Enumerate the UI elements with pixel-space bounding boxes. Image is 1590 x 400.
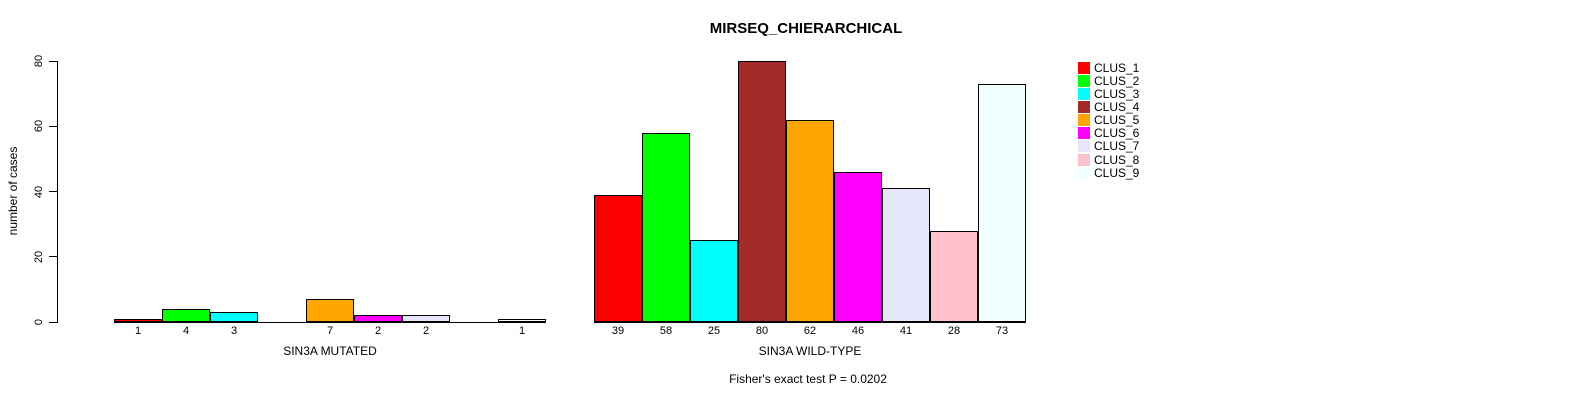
legend-item: CLUS_5	[1078, 114, 1139, 127]
legend-label: CLUS_9	[1094, 165, 1140, 180]
group-label: SIN3A MUTATED	[283, 344, 377, 358]
legend-label: CLUS_1	[1094, 60, 1140, 75]
legend-label: CLUS_8	[1094, 152, 1140, 167]
bar	[642, 133, 690, 322]
y-tick-mark	[49, 125, 57, 127]
bar-value-label: 41	[899, 325, 913, 337]
bar-value-label: 73	[995, 325, 1009, 337]
bar	[834, 172, 882, 322]
y-tick-label: 0	[33, 318, 45, 326]
bar-value-label: 1	[134, 325, 142, 337]
group-baseline	[114, 322, 546, 323]
legend-item: CLUS_2	[1078, 74, 1139, 87]
legend-label: CLUS_7	[1094, 139, 1140, 154]
y-tick-mark	[49, 60, 57, 62]
legend-label: CLUS_4	[1094, 99, 1140, 114]
legend-item: CLUS_3	[1078, 87, 1139, 100]
legend-label: CLUS_5	[1094, 113, 1140, 128]
legend-swatch	[1078, 166, 1090, 179]
legend-swatch	[1078, 74, 1090, 87]
bar-value-label: 28	[947, 325, 961, 337]
y-tick-label: 40	[33, 185, 45, 198]
legend: CLUS_1 CLUS_2 CLUS_3 CLUS_4 CLUS_5 CLUS_6 CLUS…	[1078, 61, 1139, 179]
group-label: SIN3A WILD-TYPE	[758, 344, 862, 358]
legend-label: CLUS_2	[1094, 73, 1140, 88]
bar	[114, 319, 162, 322]
y-tick-label: 60	[33, 120, 45, 133]
bar-value-label: 2	[374, 325, 382, 337]
legend-swatch	[1078, 127, 1090, 140]
legend-item: CLUS_7	[1078, 140, 1139, 153]
group-baseline	[594, 322, 1026, 323]
y-axis-line	[57, 61, 58, 323]
legend-item: CLUS_6	[1078, 127, 1139, 140]
legend-swatch	[1078, 153, 1090, 166]
legend-item: CLUS_1	[1078, 61, 1139, 74]
legend-swatch	[1078, 100, 1090, 113]
bar	[930, 231, 978, 322]
y-tick-mark	[49, 191, 57, 192]
bar-value-label: 46	[851, 325, 865, 337]
bar	[306, 299, 354, 322]
bar	[978, 84, 1026, 322]
legend-swatch	[1078, 61, 1090, 74]
bar-value-label: 4	[182, 325, 190, 337]
y-tick-label: 20	[33, 250, 45, 263]
legend-item: CLUS_9	[1078, 166, 1139, 179]
y-tick-label: 80	[33, 54, 45, 68]
bar-value-label: 7	[326, 325, 334, 337]
bar	[738, 61, 786, 322]
annotation-text: Fisher's exact test P = 0.0202	[729, 372, 887, 386]
bar-value-label: 58	[659, 325, 673, 337]
legend-swatch	[1078, 114, 1090, 127]
legend-swatch	[1078, 140, 1090, 153]
bar	[162, 309, 210, 322]
legend-label: CLUS_6	[1094, 126, 1140, 141]
bar	[786, 120, 834, 322]
y-axis-title: number of cases	[6, 146, 20, 236]
legend-swatch	[1078, 87, 1090, 100]
y-tick-mark	[49, 321, 57, 323]
chart-title: MIRSEQ_CHIERARCHICAL	[709, 20, 903, 37]
bar	[594, 195, 642, 322]
y-tick-mark	[49, 256, 57, 258]
bar	[882, 188, 930, 322]
legend-label: CLUS_3	[1094, 86, 1140, 101]
bar-value-label: 80	[755, 325, 769, 337]
bar-value-label: 3	[230, 325, 238, 337]
bar-value-label: 1	[518, 325, 526, 337]
bar	[354, 315, 402, 322]
bar	[498, 319, 546, 322]
bar-value-label: 39	[611, 325, 625, 337]
legend-item: CLUS_4	[1078, 100, 1139, 113]
bar-value-label: 2	[422, 325, 430, 337]
bar-value-label: 25	[707, 325, 721, 337]
bar-value-label: 62	[803, 325, 817, 337]
bar	[690, 240, 738, 322]
legend-item: CLUS_8	[1078, 153, 1139, 166]
bar	[402, 315, 450, 322]
bar	[210, 312, 258, 322]
